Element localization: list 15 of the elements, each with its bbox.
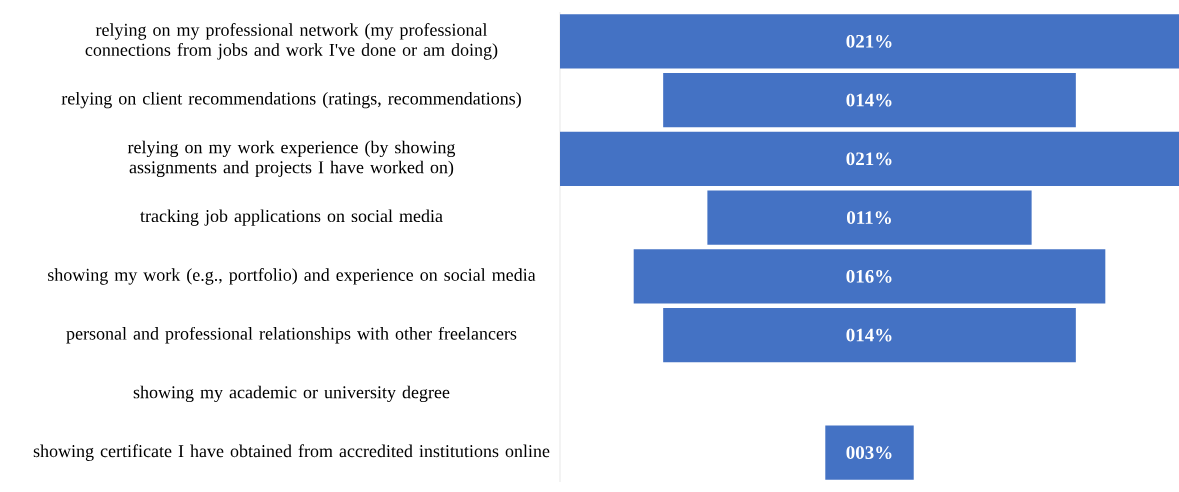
data-label: 014% [846, 93, 892, 107]
category-label: tracking job applications on social media [140, 209, 443, 226]
category-label: showing my academic or university degree [133, 385, 450, 403]
data-label: 003% [846, 446, 892, 460]
category-label: showing my work (e.g., portfolio) and experience on social media [48, 268, 536, 285]
data-label: 016% [846, 269, 892, 283]
data-label: 021% [846, 34, 892, 48]
data-label: 014% [846, 328, 892, 342]
category-label: relying on my professional network (my professional connections from jobs and work I've done or am doing) [85, 23, 498, 60]
category-label: personal and professional relationships with other freelancers [66, 326, 517, 344]
category-label: relying on my work experience (by showing assignments and projects I have worked on) [127, 140, 456, 178]
category-label: relying on client recommendations (ratings, recommendations) [61, 91, 521, 109]
data-label: 011% [847, 211, 891, 225]
data-label: 021% [846, 152, 892, 166]
category-label: showing certificate I have obtained from accredited institutions online [33, 444, 550, 461]
